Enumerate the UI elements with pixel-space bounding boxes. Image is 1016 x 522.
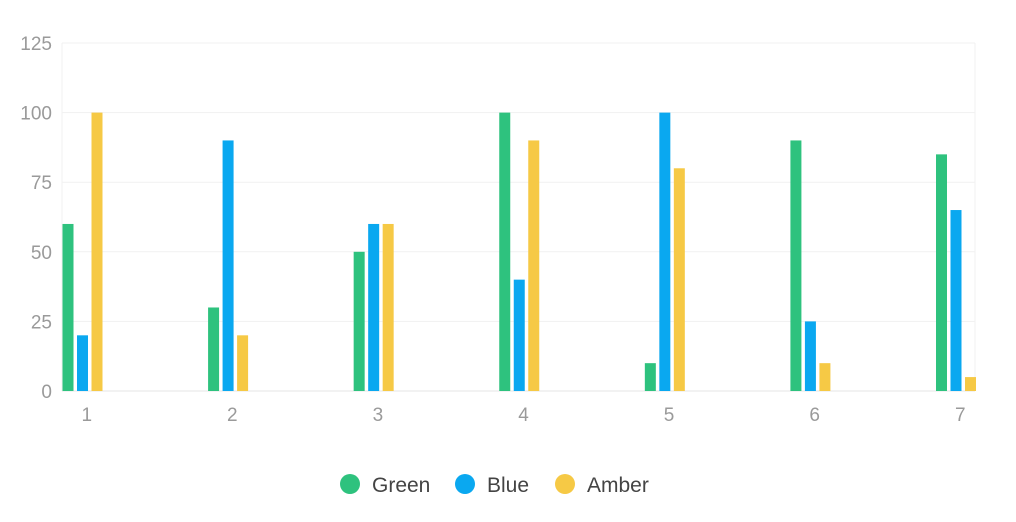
bar-amber-2: [237, 335, 249, 391]
x-tick-label: 7: [955, 405, 966, 426]
legend-label-amber: Amber: [587, 474, 649, 497]
y-tick-label: 100: [20, 104, 52, 125]
bar-blue-4: [513, 279, 525, 391]
x-axis-ticks: 1 2 3 4 5 6 7: [81, 405, 965, 426]
y-tick-label: 25: [31, 312, 52, 333]
bar-amber-3: [382, 223, 394, 391]
bar-amber-6: [819, 363, 831, 391]
bar-green-2: [208, 307, 220, 391]
legend-swatch-green: [340, 474, 360, 494]
x-tick-label: 4: [518, 405, 529, 426]
y-tick-label: 125: [20, 34, 52, 55]
legend-label-green: Green: [372, 474, 430, 497]
legend-item-green[interactable]: Green: [340, 474, 430, 497]
bar-blue-6: [804, 321, 816, 391]
bar-blue-5: [659, 112, 671, 391]
legend-swatch-blue: [455, 474, 475, 494]
x-tick-label: 6: [809, 405, 820, 426]
legend-item-amber[interactable]: Amber: [555, 474, 649, 497]
x-tick-label: 1: [81, 405, 92, 426]
bar-amber-5: [673, 168, 685, 391]
legend-item-blue[interactable]: Blue: [455, 474, 529, 497]
bar-green-1: [62, 223, 74, 391]
legend-swatch-amber: [555, 474, 575, 494]
bar-blue-1: [77, 335, 88, 391]
bar-blue-3: [368, 223, 380, 391]
bar-blue-2: [222, 140, 234, 391]
x-tick-label: 3: [373, 405, 384, 426]
bar-blue-7: [950, 210, 962, 391]
y-tick-label: 50: [31, 243, 52, 264]
y-tick-label: 75: [31, 173, 52, 194]
y-tick-label: 0: [41, 382, 52, 403]
bar-amber-7: [965, 377, 976, 391]
bar-green-7: [936, 154, 947, 391]
x-tick-label: 5: [664, 405, 675, 426]
bar-green-4: [499, 112, 511, 391]
legend[interactable]: Green Blue Amber: [340, 474, 649, 497]
bar-green-5: [644, 363, 656, 391]
bar-green-3: [353, 251, 365, 391]
y-axis-ticks: 0 25 50 75 100 125: [20, 34, 52, 403]
bar-amber-4: [528, 140, 540, 391]
bar-green-6: [790, 140, 802, 391]
legend-label-blue: Blue: [487, 474, 529, 497]
x-tick-label: 2: [227, 405, 238, 426]
bars: [62, 112, 976, 391]
bar-amber-1: [91, 112, 103, 391]
